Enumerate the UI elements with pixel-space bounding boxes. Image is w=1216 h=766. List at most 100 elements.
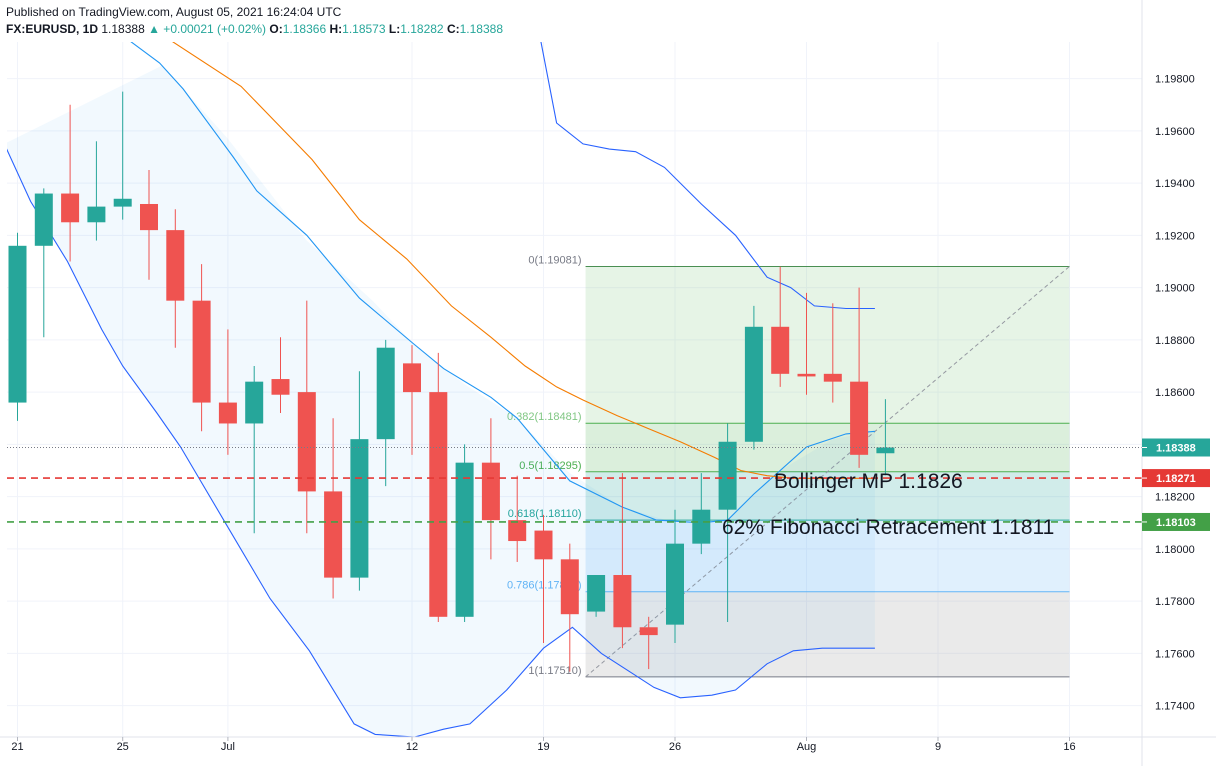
candle [87, 141, 106, 241]
candle-body [429, 392, 448, 617]
candle [403, 345, 421, 455]
price-tick-label: 1.19200 [1155, 230, 1195, 242]
candle [350, 371, 369, 591]
time-tick-label: 25 [117, 741, 129, 753]
candle [823, 303, 842, 403]
price-tick-label: 1.17800 [1155, 596, 1195, 608]
ohlc-line: FX:EURUSD, 1D 1.18388 ▲ +0.00021 (+0.02%… [6, 21, 503, 38]
close-label: C: [446, 22, 460, 36]
published-line: Published on TradingView.com, August 05,… [6, 5, 342, 19]
candle-body [876, 447, 895, 454]
candle [666, 509, 684, 643]
time-tick-label: 16 [1063, 741, 1075, 753]
candle [140, 170, 158, 280]
candle [481, 418, 500, 560]
candle [113, 91, 132, 220]
candles [8, 91, 895, 672]
candle-body [718, 441, 737, 510]
candle [639, 616, 658, 670]
candle-body [192, 300, 211, 403]
price-tag-background [1142, 512, 1210, 531]
time-tick-label: 21 [11, 741, 23, 753]
candle-body [587, 575, 606, 612]
low-label: L: [388, 22, 401, 36]
price-tag: 1.18103 [1142, 512, 1210, 531]
candle-body [166, 230, 185, 301]
candle [692, 473, 711, 555]
candle-body [87, 206, 106, 223]
candle-body [245, 381, 264, 424]
candle [245, 365, 264, 534]
candle-body [639, 627, 658, 636]
candle-body [34, 193, 53, 246]
candle-body [744, 326, 763, 442]
price-tick-label: 1.19400 [1155, 178, 1195, 190]
chart-header: Published on TradingView.com, August 05,… [6, 4, 503, 38]
open-value: 1.18366 [282, 22, 327, 36]
candle-body [61, 193, 80, 223]
candle [797, 292, 816, 395]
candle [297, 300, 316, 534]
candle [324, 418, 343, 599]
fib-level-label: 0.5(1.18295) [519, 460, 581, 472]
candle-body [534, 530, 553, 560]
candle-body [113, 198, 132, 207]
candle [429, 352, 448, 623]
fib-level-label: 0(1.19081) [528, 254, 581, 266]
price-tick-label: 1.18600 [1155, 387, 1195, 399]
candle [587, 575, 606, 617]
low-value: 1.18282 [400, 22, 444, 36]
candle-body [613, 575, 632, 628]
candle-body [692, 509, 711, 544]
candle-body [771, 326, 790, 374]
high-value: 1.18573 [342, 22, 386, 36]
price-tick-label: 1.18200 [1155, 492, 1195, 504]
candle [166, 209, 185, 348]
candle-body [508, 520, 527, 542]
price-tick-label: 1.18000 [1155, 544, 1195, 556]
close-value: 1.18388 [459, 22, 504, 36]
candle-body [823, 373, 842, 382]
candle [876, 399, 895, 476]
price-tick-label: 1.17400 [1155, 701, 1195, 713]
annotations: Bollinger MP 1.1826 62% Fibonacci Retrace… [722, 470, 1054, 539]
time-tick-label: 12 [406, 741, 418, 753]
change-value: ▲ +0.00021 (+0.02%) [148, 22, 267, 36]
candle-body [271, 379, 290, 395]
candle [61, 104, 80, 262]
price-tick-label: 1.19000 [1155, 283, 1195, 295]
candle-body [140, 203, 158, 231]
candle-body [324, 491, 343, 578]
price-tick-label: 1.19600 [1155, 126, 1195, 138]
candle [771, 266, 790, 387]
time-tick-label: Jul [221, 741, 235, 753]
open-label: O: [269, 22, 283, 36]
candle [744, 305, 763, 450]
candle [534, 514, 553, 643]
price-tag-label: 1.18103 [1156, 517, 1196, 529]
bollinger-lower-line [7, 148, 875, 737]
fib-zone [585, 471, 1070, 521]
time-tick-label: 9 [935, 741, 941, 753]
candle [613, 473, 632, 649]
candle-body [218, 402, 237, 424]
horizontal-lines[interactable] [7, 447, 1142, 523]
candle [508, 475, 527, 562]
fib-level-label: 0.618(1.18110) [508, 508, 582, 520]
candle-body [350, 439, 369, 578]
symbol-label: FX:EURUSD, 1D [6, 22, 99, 36]
candle-body [797, 373, 816, 377]
candle [218, 329, 237, 455]
high-label: H: [329, 22, 343, 36]
candle-body [376, 347, 395, 440]
price-tick-label: 1.17600 [1155, 648, 1195, 660]
candle [560, 543, 579, 672]
fib-zone [585, 266, 1070, 424]
price-tag-label: 1.18388 [1156, 443, 1196, 455]
price-tag: 1.18271 [1142, 469, 1210, 488]
bollinger-upper-line [130, 42, 875, 524]
candle-body [850, 381, 869, 455]
candle-body [297, 392, 316, 492]
